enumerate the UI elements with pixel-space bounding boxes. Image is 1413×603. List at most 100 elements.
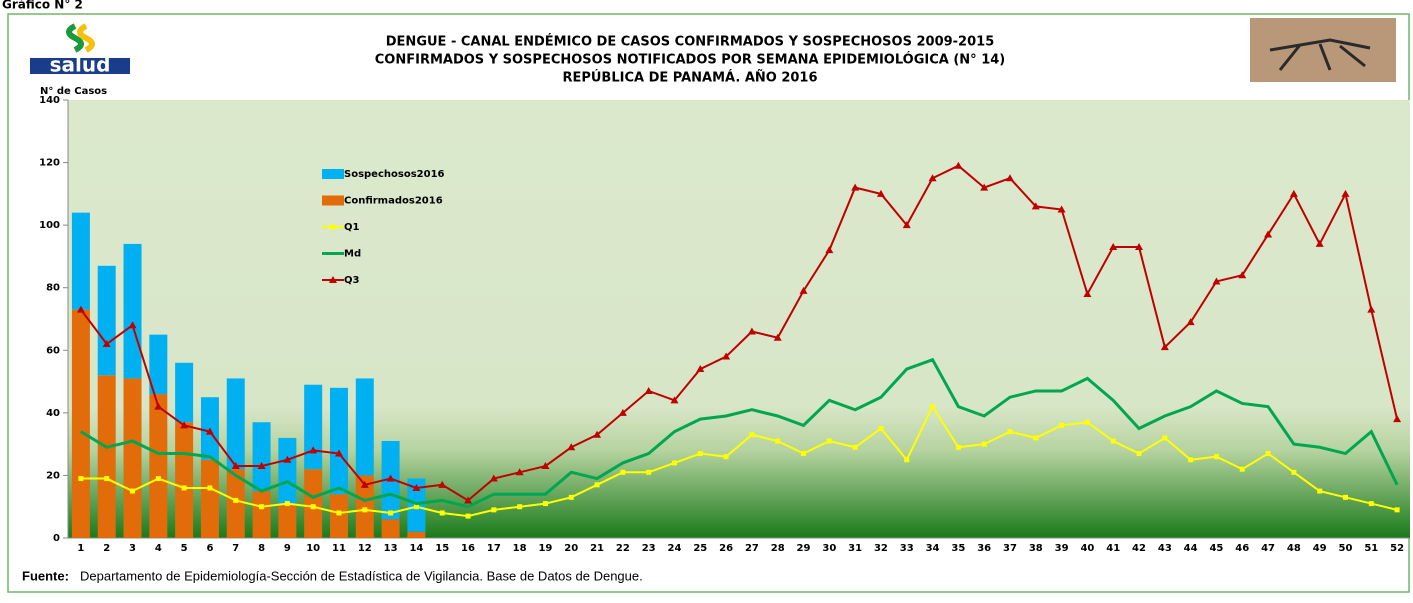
marker xyxy=(1394,507,1400,513)
marker xyxy=(902,221,911,229)
x-tick-label: 8 xyxy=(258,543,265,554)
line xyxy=(80,404,1398,518)
legend-label: Q3 xyxy=(344,275,360,286)
marker xyxy=(568,494,574,500)
marker xyxy=(954,161,963,169)
bar xyxy=(329,494,348,538)
marker xyxy=(1264,230,1273,238)
x-tick-label: 29 xyxy=(797,543,811,554)
marker xyxy=(1341,189,1350,197)
marker xyxy=(76,305,85,313)
x-tick-label: 47 xyxy=(1261,543,1275,554)
x-tick-label: 36 xyxy=(977,543,991,554)
bar xyxy=(226,378,245,470)
x-tick-label: 43 xyxy=(1158,543,1172,554)
y-tick-label: 140 xyxy=(39,95,60,106)
y-tick-label: 0 xyxy=(53,533,60,544)
marker xyxy=(180,421,189,429)
bar xyxy=(329,387,348,495)
marker xyxy=(388,510,394,516)
marker xyxy=(491,507,497,513)
marker xyxy=(360,480,369,488)
marker xyxy=(1135,243,1144,251)
x-tick-label: 12 xyxy=(358,543,372,554)
marker xyxy=(620,469,626,475)
y-tick-label: 20 xyxy=(46,470,60,481)
marker xyxy=(1265,451,1271,457)
x-tick-label: 7 xyxy=(232,543,239,554)
marker xyxy=(515,468,524,476)
marker xyxy=(852,444,858,450)
marker xyxy=(1239,466,1245,472)
x-tick-label: 52 xyxy=(1390,543,1404,554)
marker xyxy=(334,449,343,457)
marker xyxy=(696,365,705,373)
bar xyxy=(97,375,116,538)
marker xyxy=(541,462,550,470)
x-tick-label: 9 xyxy=(284,543,291,554)
marker xyxy=(542,501,548,507)
marker xyxy=(1110,438,1116,444)
y-tick-label: 80 xyxy=(46,283,60,294)
marker xyxy=(930,404,936,410)
x-tick-label: 19 xyxy=(538,543,552,554)
bar xyxy=(123,243,142,379)
marker xyxy=(801,451,807,457)
marker xyxy=(205,427,214,435)
source-label: Fuente: xyxy=(22,568,69,583)
marker xyxy=(878,426,884,431)
logo: salud xyxy=(30,23,130,77)
y-tick-label: 120 xyxy=(39,158,60,169)
marker xyxy=(128,321,137,329)
marker xyxy=(102,340,111,348)
marker xyxy=(1289,189,1298,197)
marker xyxy=(567,443,576,451)
x-tick-label: 35 xyxy=(951,543,965,554)
x-tick-label: 20 xyxy=(564,543,578,554)
marker xyxy=(413,504,419,510)
marker xyxy=(671,460,677,466)
x-tick-label: 5 xyxy=(181,543,188,554)
marker xyxy=(876,189,885,197)
marker xyxy=(233,497,239,503)
x-tick-label: 4 xyxy=(155,543,162,554)
title: DENGUE - CANAL ENDÉMICO DE CASOS CONFIRM… xyxy=(386,34,994,50)
x-tick-label: 23 xyxy=(642,543,656,554)
marker xyxy=(517,504,523,510)
marker xyxy=(1109,243,1118,251)
marker xyxy=(283,455,292,463)
marker xyxy=(1188,457,1194,463)
marker xyxy=(1160,343,1169,351)
bar xyxy=(226,469,245,538)
x-tick-label: 44 xyxy=(1184,543,1198,554)
bar xyxy=(252,422,271,492)
marker xyxy=(1031,202,1040,210)
marker xyxy=(329,276,337,283)
marker xyxy=(593,430,602,438)
bar xyxy=(355,475,374,538)
x-tick-label: 1 xyxy=(77,543,84,554)
marker xyxy=(489,474,498,482)
marker xyxy=(154,402,163,410)
marker xyxy=(465,513,471,519)
y-tick-label: 100 xyxy=(39,220,60,231)
marker xyxy=(1162,435,1168,441)
bar xyxy=(278,437,297,504)
marker xyxy=(310,504,316,510)
marker xyxy=(207,485,213,491)
marker xyxy=(1033,435,1039,441)
marker xyxy=(722,352,731,360)
marker xyxy=(618,408,627,416)
x-tick-label: 34 xyxy=(926,543,940,554)
legend-label: Md xyxy=(344,249,361,260)
bar xyxy=(278,503,297,538)
legend-label: Q1 xyxy=(344,222,360,233)
marker xyxy=(1342,494,1348,500)
marker xyxy=(438,480,447,488)
legend-swatch xyxy=(322,195,344,206)
legend-label: Confirmados2016 xyxy=(344,196,443,207)
bar xyxy=(200,459,219,538)
x-tick-label: 24 xyxy=(668,543,682,554)
marker xyxy=(1136,451,1142,457)
